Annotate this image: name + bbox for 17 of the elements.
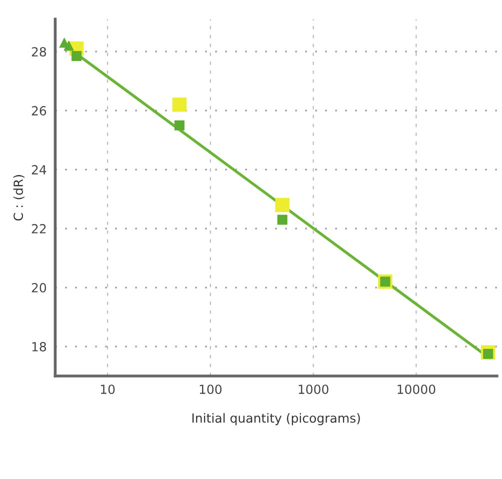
point <box>72 51 82 62</box>
y-tick-label: 24 <box>32 165 46 174</box>
point <box>275 198 290 212</box>
x-axis-title: Initial quantity (picograms) <box>192 413 360 426</box>
x-tick-label: 1000 <box>298 384 328 394</box>
y-tick-label: 18 <box>32 342 46 352</box>
y-tick-label: 20 <box>32 283 46 292</box>
point <box>172 98 187 112</box>
y-tick-label: 22 <box>32 224 46 234</box>
x-tick-label: 10000 <box>398 384 436 394</box>
y-axis-title: C : (dR) <box>13 175 24 221</box>
y-tick-label: 26 <box>32 106 46 116</box>
y-tick-label: 28 <box>32 47 46 57</box>
point <box>277 214 288 225</box>
x-tick-label: 100 <box>200 384 222 394</box>
x-tick-label: 10 <box>100 384 115 394</box>
point <box>174 120 184 130</box>
